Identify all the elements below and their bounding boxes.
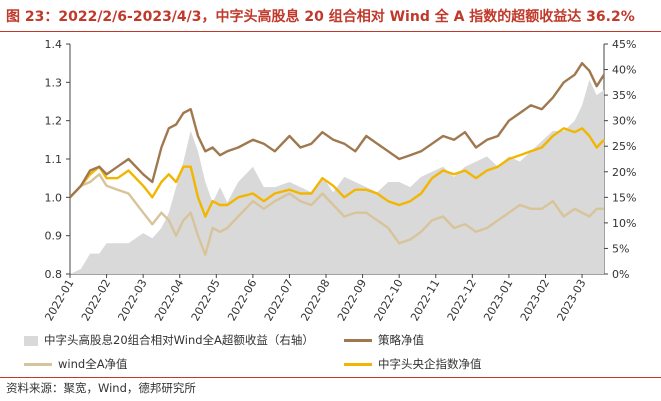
legend-label-excess: 中字头高股息20组合相对Wind全A超额收益（右轴） [44, 333, 314, 347]
y-right-tick-label: 35% [612, 89, 636, 102]
y-right-tick-label: 10% [612, 217, 636, 230]
x-tick-label: 2022-08 [298, 277, 332, 323]
legend-swatch-cso [344, 363, 372, 366]
y-left-tick-label: 1.2 [45, 115, 63, 128]
y-right-tick-label: 15% [612, 191, 636, 204]
x-tick-label: 2023-03 [554, 277, 588, 323]
legend-label-strategy: 策略净值 [378, 333, 424, 347]
legend-item-strategy: 策略净值 [344, 330, 424, 350]
y-left-tick-label: 1.4 [45, 38, 63, 51]
x-tick-label: 2022-01 [42, 277, 76, 323]
chart-area: 0.8 0.9 1.0 1.1 1.2 1.3 1.4 0% 5% 10% 15% 20% 25% 30%… [42, 38, 636, 323]
legend-item-wind: wind全A净值 [24, 354, 128, 374]
y-left-tick-label: 1.0 [45, 191, 63, 204]
series-excess-area [70, 79, 604, 274]
x-tick-label: 2022-10 [372, 277, 406, 323]
legend-swatch-strategy [344, 339, 372, 342]
y-left-tick-label: 1.1 [45, 153, 63, 166]
legend-swatch-wind [24, 363, 52, 366]
x-tick-label: 2023-02 [518, 277, 552, 323]
x-tick-label: 2022-02 [79, 277, 113, 323]
y-right-tick-label: 25% [612, 140, 636, 153]
y-right-tick-label: 30% [612, 115, 636, 128]
legend-swatch-excess [24, 335, 38, 346]
y-right-tick-label: 40% [612, 64, 636, 77]
footer-rule [0, 377, 661, 378]
y-left-tick-label: 1.3 [45, 76, 63, 89]
series-wind-line [69, 173, 604, 256]
x-tick-label: 2022-04 [152, 277, 186, 323]
legend-label-wind: wind全A净值 [58, 357, 128, 371]
source-note: 资料来源：聚宽，Wind，德邦研究所 [6, 381, 196, 395]
y-right-tick-label: 20% [612, 166, 636, 179]
x-tick-label: 2022-09 [335, 277, 369, 323]
x-tick-label: 2022-12 [445, 277, 479, 323]
legend-item-excess: 中字头高股息20组合相对Wind全A超额收益（右轴） [24, 330, 314, 350]
x-tick-label: 2022-03 [116, 277, 150, 323]
y-right-tick-label: 45% [612, 38, 636, 51]
y-left-tick-label: 0.9 [45, 230, 63, 243]
x-tick-label: 2022-05 [189, 277, 223, 323]
title-rule [0, 31, 661, 32]
chart-title: 图 23：2022/2/6-2023/4/3，中字头高股息 20 组合相对 Wi… [6, 9, 635, 25]
y-right-tick-label: 0% [612, 268, 629, 281]
x-tick-label: 2022-06 [225, 277, 259, 323]
legend-item-cso: 中字头央企指数净值 [344, 354, 482, 374]
x-tick-label: 2022-11 [408, 277, 442, 323]
legend-label-cso: 中字头央企指数净值 [378, 357, 482, 371]
y-left-tick-label: 0.8 [45, 268, 63, 281]
y-right-tick-label: 5% [612, 242, 629, 255]
x-tick-label: 2023-01 [481, 277, 515, 323]
series-cso-line [69, 127, 605, 218]
x-tick-label: 2022-07 [262, 277, 296, 323]
series-strategy-line [69, 62, 606, 199]
